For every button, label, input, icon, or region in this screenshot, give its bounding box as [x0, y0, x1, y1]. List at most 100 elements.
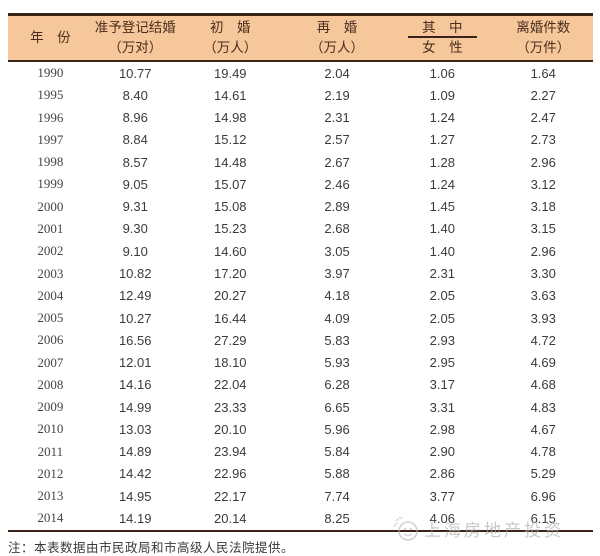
female-cell: 2.05: [429, 310, 455, 326]
divorce-cases-cell: 3.30: [530, 266, 556, 282]
divorce-cases-cell: 4.68: [530, 377, 556, 393]
remarriage-cell: 6.28: [324, 377, 350, 393]
first-marriage-cell: 15.12: [214, 132, 247, 148]
remarriage-cell: 8.25: [324, 510, 350, 526]
year-cell: 2011: [37, 443, 64, 459]
year-cell: 1999: [37, 176, 64, 192]
approved-marriages-cell: 12.01: [118, 355, 152, 371]
first-marriage-cell: 22.96: [214, 466, 247, 482]
approved-marriages-cell: 10.77: [118, 65, 152, 81]
year-cell: 2013: [37, 488, 64, 504]
first-marriage-cell: 23.94: [214, 444, 247, 460]
divorce-cases-cell: 3.18: [530, 199, 556, 215]
header-remarriage: 再 婚 （万人）: [283, 16, 391, 60]
header-of-which-title: 其 中: [407, 18, 478, 38]
remarriage-cell: 4.18: [324, 288, 350, 304]
female-cell: 3.31: [429, 399, 455, 415]
table-bottom-rule: [8, 529, 593, 532]
divorce-cases-cell: 4.78: [530, 444, 556, 460]
table-row: 2014 14.19 20.14 8.25 4.06 6.15: [8, 507, 593, 529]
approved-marriages-cell: 9.10: [122, 243, 148, 259]
remarriage-cell: 2.04: [324, 65, 350, 81]
table-footnote: 注：本表数据由市民政局和市高级人民法院提供。: [8, 541, 295, 555]
remarriage-cell: 2.89: [324, 199, 350, 215]
year-cell: 1990: [37, 65, 64, 81]
female-cell: 1.28: [429, 154, 455, 170]
approved-marriages-cell: 14.19: [118, 510, 152, 526]
first-marriage-cell: 23.33: [214, 399, 247, 415]
year-cell: 2001: [37, 220, 64, 236]
table-row: 1999 9.05 15.07 2.46 1.24 3.12: [8, 173, 593, 195]
female-cell: 1.27: [429, 132, 455, 148]
remarriage-cell: 5.83: [324, 332, 350, 348]
header-remarriage-unit: （万人）: [310, 40, 365, 55]
first-marriage-cell: 16.44: [214, 310, 247, 326]
first-marriage-cell: 22.04: [214, 377, 247, 393]
divorce-cases-cell: 1.64: [530, 65, 556, 81]
divorce-cases-cell: 4.83: [530, 399, 556, 415]
header-approved-unit: （万对）: [108, 40, 163, 55]
divorce-cases-cell: 3.12: [530, 176, 556, 192]
approved-marriages-cell: 8.96: [122, 110, 148, 126]
divorce-cases-cell: 6.15: [530, 510, 556, 526]
remarriage-cell: 2.68: [324, 221, 350, 237]
female-cell: 1.40: [429, 243, 455, 259]
remarriage-cell: 5.96: [324, 421, 350, 437]
table-row: 1998 8.57 14.48 2.67 1.28 2.96: [8, 151, 593, 173]
female-cell: 3.77: [429, 488, 455, 504]
divorce-cases-cell: 2.96: [530, 154, 556, 170]
table-row: 1995 8.40 14.61 2.19 1.09 2.27: [8, 84, 593, 106]
female-cell: 1.24: [429, 176, 455, 192]
header-approved-marriages: 准予登记结婚 （万对）: [93, 16, 178, 60]
approved-marriages-cell: 8.57: [122, 154, 148, 170]
first-marriage-cell: 15.23: [214, 221, 247, 237]
female-cell: 1.45: [429, 199, 455, 215]
female-cell: 1.06: [429, 65, 455, 81]
divorce-cases-cell: 2.96: [530, 243, 556, 259]
first-marriage-cell: 18.10: [214, 355, 247, 371]
first-marriage-cell: 14.60: [214, 243, 247, 259]
female-cell: 2.86: [429, 466, 455, 482]
first-marriage-cell: 14.48: [214, 154, 247, 170]
header-approved-title: 准予登记结婚: [94, 20, 176, 35]
first-marriage-cell: 20.10: [214, 421, 247, 437]
approved-marriages-cell: 8.40: [122, 87, 148, 103]
remarriage-cell: 5.88: [324, 466, 350, 482]
remarriage-cell: 5.93: [324, 355, 350, 371]
table-row: 2000 9.31 15.08 2.89 1.45 3.18: [8, 196, 593, 218]
first-marriage-cell: 17.20: [214, 266, 247, 282]
female-cell: 2.98: [429, 421, 455, 437]
approved-marriages-cell: 9.05: [122, 176, 148, 192]
approved-marriages-cell: 14.16: [118, 377, 152, 393]
approved-marriages-cell: 12.49: [118, 288, 152, 304]
table-row: 2012 14.42 22.96 5.88 2.86 5.29: [8, 463, 593, 485]
year-cell: 2002: [37, 243, 64, 259]
header-divorce-unit: （万件）: [516, 40, 571, 55]
divorce-cases-cell: 2.47: [530, 110, 556, 126]
approved-marriages-cell: 10.27: [118, 310, 152, 326]
divorce-cases-cell: 4.72: [530, 332, 556, 348]
year-cell: 2012: [37, 465, 64, 481]
first-marriage-cell: 20.14: [214, 510, 247, 526]
table-row: 2001 9.30 15.23 2.68 1.40 3.15: [8, 218, 593, 240]
table-row: 2002 9.10 14.60 3.05 1.40 2.96: [8, 240, 593, 262]
table-row: 1997 8.84 15.12 2.57 1.27 2.73: [8, 129, 593, 151]
table-row: 2010 13.03 20.10 5.96 2.98 4.67: [8, 418, 593, 440]
divorce-cases-cell: 6.96: [530, 488, 556, 504]
approved-marriages-cell: 10.82: [118, 266, 152, 282]
year-cell: 2008: [37, 376, 64, 392]
female-cell: 2.05: [429, 288, 455, 304]
year-cell: 2014: [37, 510, 64, 526]
year-cell: 2007: [37, 354, 64, 370]
approved-marriages-cell: 9.31: [122, 199, 148, 215]
female-cell: 1.09: [429, 87, 455, 103]
remarriage-cell: 2.31: [324, 110, 350, 126]
header-first-marriage: 初 婚 （万人）: [178, 16, 283, 60]
remarriage-cell: 2.46: [324, 176, 350, 192]
divorce-cases-cell: 4.67: [530, 421, 556, 437]
female-cell: 2.95: [429, 355, 455, 371]
female-cell: 1.40: [429, 221, 455, 237]
table-row: 2008 14.16 22.04 6.28 3.17 4.68: [8, 374, 593, 396]
female-cell: 4.06: [429, 510, 455, 526]
approved-marriages-cell: 14.95: [118, 488, 152, 504]
